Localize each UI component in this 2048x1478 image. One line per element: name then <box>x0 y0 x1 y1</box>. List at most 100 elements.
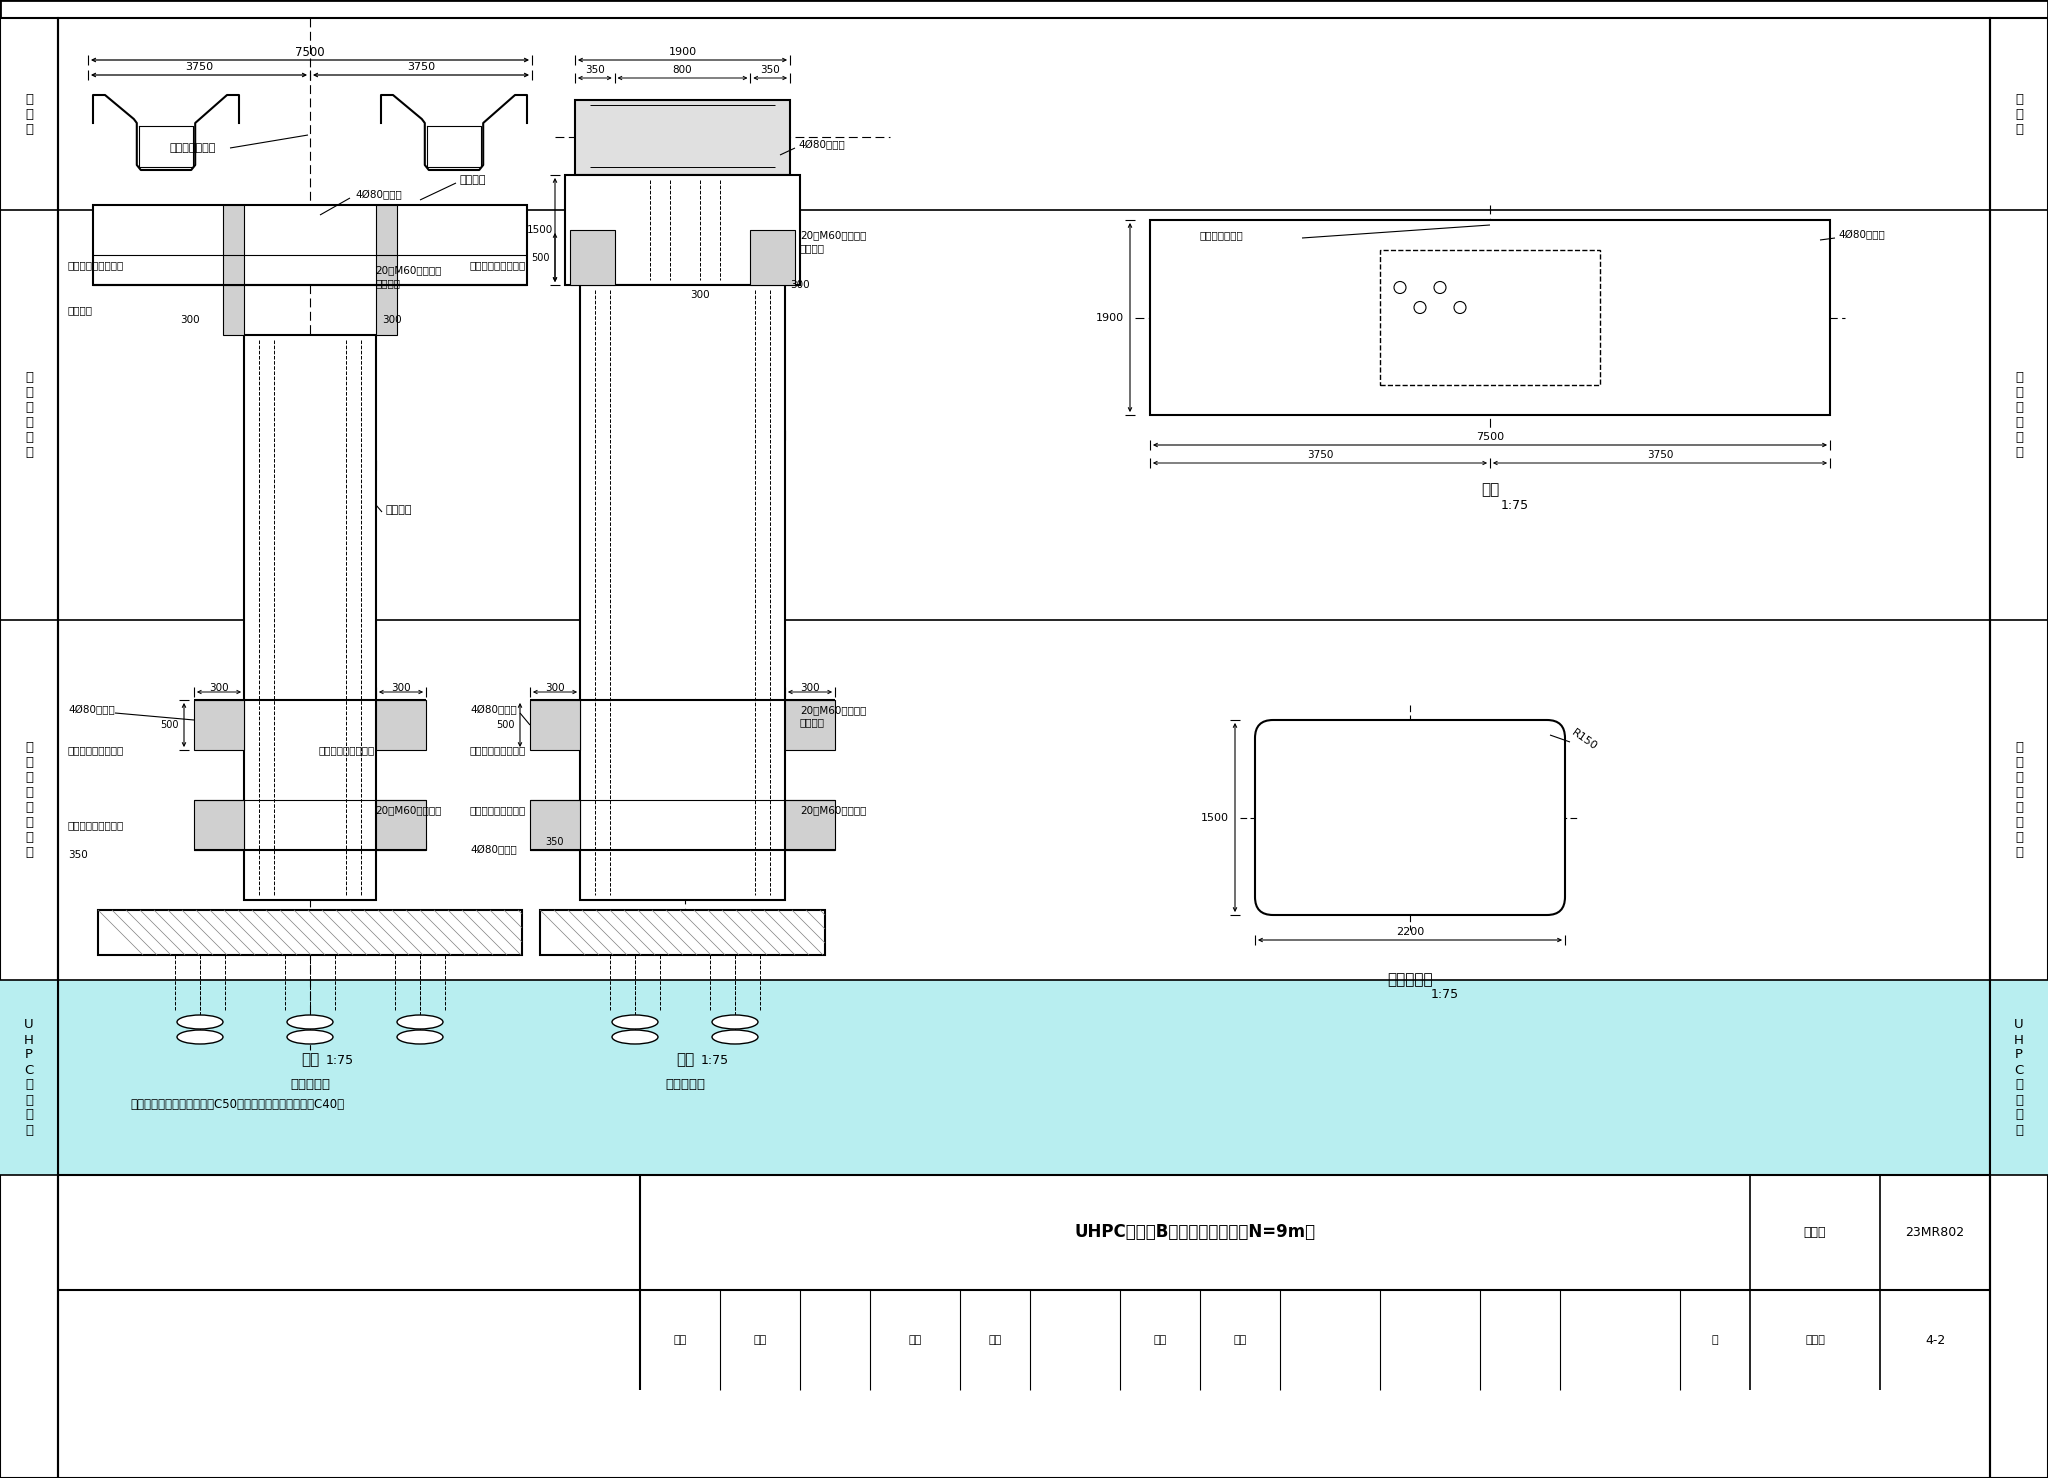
Bar <box>750 231 795 285</box>
Text: 波
纹
钢
管
连
接
桥
墩: 波 纹 钢 管 连 接 桥 墩 <box>2015 740 2023 859</box>
Bar <box>1151 220 1831 415</box>
Text: 4Ø80注浆管: 4Ø80注浆管 <box>799 140 844 151</box>
Text: 3750: 3750 <box>408 62 434 72</box>
Text: 后浇超高性能混凝土: 后浇超高性能混凝土 <box>68 745 125 755</box>
Text: 3750: 3750 <box>1307 449 1333 460</box>
Text: 500: 500 <box>496 720 514 730</box>
Text: 后浇超高性能混凝土: 后浇超高性能混凝土 <box>68 820 125 831</box>
Text: 7500: 7500 <box>1477 432 1503 442</box>
Text: （横桥向）: （横桥向） <box>291 1079 330 1091</box>
Text: 注：盖梁混凝土强度等级为C50。立柱混凝土强度等级为C40。: 注：盖梁混凝土强度等级为C50。立柱混凝土强度等级为C40。 <box>129 1098 344 1111</box>
Ellipse shape <box>1434 281 1446 294</box>
Text: 20厚M60砂浆垫层: 20厚M60砂浆垫层 <box>801 806 866 814</box>
Ellipse shape <box>1454 302 1466 313</box>
Text: 2200: 2200 <box>1397 927 1423 937</box>
Text: 预制立柱: 预制立柱 <box>385 505 412 514</box>
Text: 审核: 审核 <box>674 1335 686 1345</box>
Bar <box>541 910 825 955</box>
Text: UHPC连接（B型）桥墩构造图（N=9m）: UHPC连接（B型）桥墩构造图（N=9m） <box>1075 1224 1315 1242</box>
Text: 350: 350 <box>760 65 780 75</box>
Text: 500: 500 <box>160 720 178 730</box>
Bar <box>1991 980 2048 1175</box>
Text: 1:75: 1:75 <box>1432 989 1458 1002</box>
Text: 7500: 7500 <box>295 46 326 59</box>
Text: 茅登: 茅登 <box>989 1335 1001 1345</box>
Text: 1500: 1500 <box>1200 813 1229 822</box>
Text: 500: 500 <box>530 253 549 263</box>
Bar <box>195 800 244 850</box>
Bar <box>784 701 836 749</box>
Bar <box>530 701 580 749</box>
Text: 套
筒
连
接
桥
墩: 套 筒 连 接 桥 墩 <box>25 371 33 460</box>
Text: 后浇超高性能混凝土: 后浇超高性能混凝土 <box>319 745 375 755</box>
Text: 4Ø80注浆管: 4Ø80注浆管 <box>354 191 401 200</box>
Text: 2200: 2200 <box>1477 304 1503 315</box>
Bar <box>784 800 836 850</box>
Text: 调节垫块: 调节垫块 <box>68 304 92 315</box>
Text: 1:75: 1:75 <box>700 1054 729 1067</box>
Text: 350: 350 <box>586 65 604 75</box>
Text: 页: 页 <box>1712 1335 1718 1345</box>
Text: 桥墩结构中心线: 桥墩结构中心线 <box>1200 231 1243 239</box>
Bar <box>530 800 580 850</box>
FancyBboxPatch shape <box>1255 720 1565 915</box>
Bar <box>92 205 526 285</box>
Text: U
H
P
C
连
接
桥
墩: U H P C 连 接 桥 墩 <box>2013 1018 2023 1137</box>
Text: 1500: 1500 <box>297 217 322 228</box>
Text: 350: 350 <box>545 837 565 847</box>
Text: 300: 300 <box>801 683 819 693</box>
Text: 1900: 1900 <box>1096 312 1124 322</box>
Bar <box>223 285 244 336</box>
Text: 顶面: 顶面 <box>1481 482 1499 498</box>
Text: 1500: 1500 <box>668 423 696 432</box>
Ellipse shape <box>287 1030 334 1043</box>
Text: 800: 800 <box>672 65 692 75</box>
Ellipse shape <box>1413 302 1425 313</box>
Text: 20厚M60砂浆垫层: 20厚M60砂浆垫层 <box>801 231 866 239</box>
Ellipse shape <box>612 1015 657 1029</box>
Text: 调节垫块: 调节垫块 <box>801 242 825 253</box>
Text: 后浇超高性能混凝土: 后浇超高性能混凝土 <box>469 745 526 755</box>
Ellipse shape <box>612 1030 657 1043</box>
Text: 4Ø80注浆管: 4Ø80注浆管 <box>68 705 115 715</box>
Text: 300: 300 <box>391 683 412 693</box>
Text: 350: 350 <box>68 850 88 860</box>
Text: 300: 300 <box>383 315 401 325</box>
Text: 1900: 1900 <box>668 47 696 58</box>
Text: 波
纹
钢
管
连
接
桥
墩: 波 纹 钢 管 连 接 桥 墩 <box>25 740 33 859</box>
Text: 4-2: 4-2 <box>1925 1333 1946 1346</box>
Text: 1:75: 1:75 <box>1501 498 1530 511</box>
Text: 调节垫块: 调节垫块 <box>801 717 825 727</box>
Text: 1:75: 1:75 <box>326 1054 354 1067</box>
Text: 4Ø80注浆管: 4Ø80注浆管 <box>1837 231 1884 239</box>
Text: 小
箱
梁: 小 箱 梁 <box>25 93 33 136</box>
Text: 立面: 立面 <box>676 1052 694 1067</box>
Text: 23MR802: 23MR802 <box>1905 1225 1964 1239</box>
Bar <box>0 980 57 1175</box>
Text: 350: 350 <box>801 828 819 837</box>
Bar <box>565 174 801 285</box>
Ellipse shape <box>713 1015 758 1029</box>
Text: 1500: 1500 <box>526 225 553 235</box>
Bar <box>98 910 522 955</box>
Bar <box>0 980 2048 1175</box>
Text: 300: 300 <box>180 315 201 325</box>
Bar <box>223 205 244 285</box>
Text: 1500: 1500 <box>1616 312 1642 322</box>
Text: 后浇超高性能混凝土: 后浇超高性能混凝土 <box>68 260 125 270</box>
Text: 1500: 1500 <box>186 265 211 275</box>
Text: 20厚M60砂浆垫层: 20厚M60砂浆垫层 <box>801 705 866 715</box>
Text: 20厚M60砂浆垫层: 20厚M60砂浆垫层 <box>375 265 442 275</box>
Text: 350: 350 <box>223 217 244 228</box>
Text: 后浇超高性能混凝土: 后浇超高性能混凝土 <box>469 260 526 270</box>
Text: 设计: 设计 <box>1153 1335 1167 1345</box>
Ellipse shape <box>1395 281 1407 294</box>
Ellipse shape <box>176 1030 223 1043</box>
Bar <box>580 285 784 900</box>
Text: 2200: 2200 <box>295 452 324 463</box>
Text: 校对: 校对 <box>909 1335 922 1345</box>
Text: R150: R150 <box>1571 727 1599 752</box>
Text: 300: 300 <box>690 290 711 300</box>
Text: 500: 500 <box>188 225 207 235</box>
Bar <box>377 285 397 336</box>
